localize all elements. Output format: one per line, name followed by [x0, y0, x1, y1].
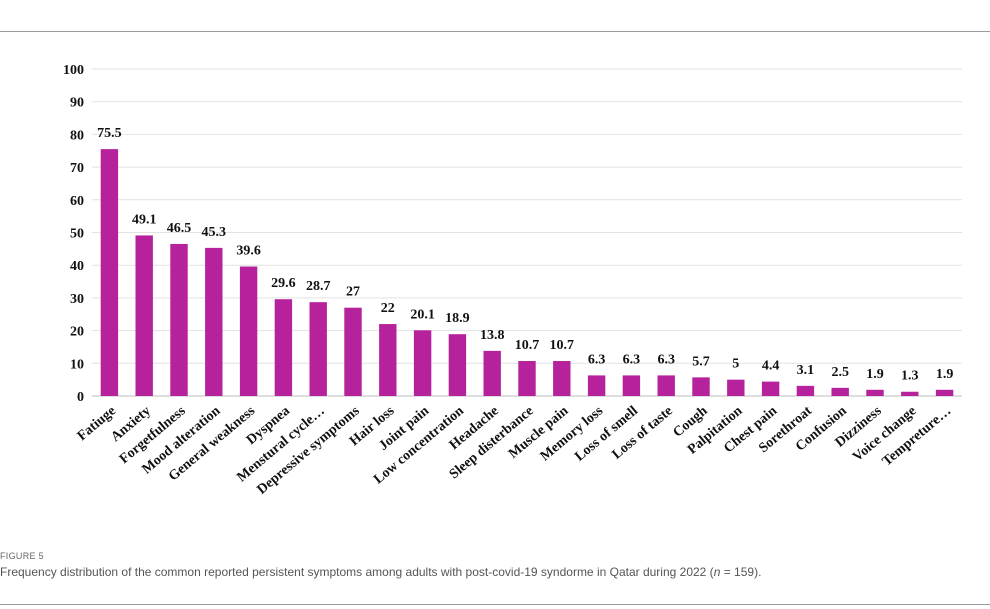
- y-tick-label: 40: [70, 259, 84, 274]
- y-tick-label: 70: [70, 161, 84, 176]
- data-label: 39.6: [236, 244, 261, 259]
- data-label: 46.5: [167, 221, 192, 236]
- bars: [100, 149, 954, 396]
- bar: [587, 375, 606, 396]
- caption-text-before: Frequency distribution of the common rep…: [0, 565, 714, 579]
- data-label: 2.5: [831, 365, 849, 380]
- bar: [135, 235, 153, 396]
- gridlines: [92, 68, 962, 397]
- y-tick-label: 30: [70, 292, 84, 307]
- caption-n-symbol: n: [713, 565, 721, 579]
- bar: [448, 334, 467, 396]
- y-tick-label: 0: [77, 390, 84, 405]
- bar-chart: 0 10 20 30 40 50 60 70 80 90 100 75.5 49.1 46.5 45.3 3…: [63, 63, 962, 498]
- bar: [379, 324, 397, 396]
- bar: [170, 243, 188, 396]
- y-tick-label: 80: [70, 128, 84, 143]
- data-label: 22: [381, 301, 395, 316]
- y-tick-label: 100: [63, 63, 84, 78]
- data-label: 28.7: [306, 279, 331, 294]
- bar: [100, 149, 119, 396]
- bar: [344, 307, 362, 396]
- data-label: 27: [346, 285, 360, 300]
- data-label: 1.9: [866, 367, 884, 382]
- bar: [831, 387, 849, 396]
- y-tick-label: 50: [70, 227, 84, 242]
- data-label: 10.7: [550, 338, 575, 353]
- bar: [553, 361, 571, 396]
- y-tick-label: 10: [70, 357, 84, 372]
- bar: [205, 247, 223, 396]
- bar: [483, 350, 501, 396]
- data-label: 6.3: [623, 352, 641, 367]
- top-rule: [0, 31, 990, 32]
- data-labels: 75.5 49.1 46.5 45.3 39.6 29.6 28.7 27 22 20.1 18.9…: [97, 126, 953, 384]
- data-label: 4.4: [762, 359, 780, 374]
- bar: [901, 391, 919, 396]
- data-label: 75.5: [97, 126, 122, 141]
- data-label: 29.6: [271, 276, 296, 291]
- data-label: 3.1: [797, 363, 815, 378]
- data-label: 13.8: [480, 328, 505, 343]
- bar: [761, 381, 780, 396]
- data-label: 6.3: [657, 352, 675, 367]
- bar: [413, 330, 432, 396]
- caption-text-after: = 159).: [720, 565, 762, 579]
- bar: [622, 375, 641, 396]
- figure-label: FIGURE 5: [0, 551, 44, 561]
- bar: [518, 361, 536, 396]
- bar: [274, 299, 293, 396]
- y-axis-ticks: 0 10 20 30 40 50 60 70 80 90 100: [63, 63, 84, 405]
- data-label: 49.1: [132, 212, 157, 227]
- y-tick-label: 60: [70, 194, 84, 209]
- bar: [239, 266, 258, 396]
- data-label: 20.1: [410, 307, 435, 322]
- data-label: 18.9: [445, 311, 470, 326]
- bar: [309, 302, 327, 396]
- bar: [657, 375, 675, 396]
- y-tick-label: 90: [70, 96, 84, 111]
- data-label: 6.3: [588, 352, 606, 367]
- data-label: 5: [732, 357, 739, 372]
- data-label: 10.7: [515, 338, 540, 353]
- bar: [727, 379, 745, 396]
- y-tick-label: 20: [70, 325, 84, 340]
- bar: [692, 377, 710, 396]
- bar: [796, 385, 815, 396]
- figure-caption: Frequency distribution of the common rep…: [0, 565, 761, 579]
- data-label: 1.9: [936, 367, 954, 382]
- data-label: 1.3: [901, 369, 919, 384]
- bottom-rule: [0, 604, 990, 605]
- data-label: 5.7: [692, 354, 710, 369]
- bar: [935, 389, 954, 396]
- data-label: 45.3: [202, 225, 227, 240]
- bar: [866, 389, 884, 396]
